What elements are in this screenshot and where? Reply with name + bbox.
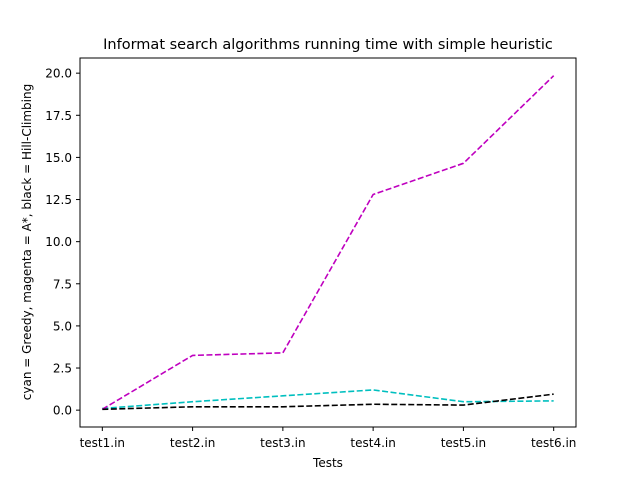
series-line-astar <box>101 75 555 410</box>
y-tick-label: 7.5 <box>53 277 72 291</box>
y-axis-label: cyan = Greedy, magenta = A*, black = Hil… <box>20 84 34 400</box>
x-axis-ticks: test1.in test2.in test3.in test4.in test5.in… <box>80 427 576 450</box>
x-tick-label: test1.in <box>80 436 125 450</box>
x-tick-label: test3.in <box>260 436 305 450</box>
x-tick-label: test4.in <box>350 436 395 450</box>
y-tick-label: 5.0 <box>53 319 72 333</box>
y-tick-label: 12.5 <box>45 193 72 207</box>
y-tick-label: 0.0 <box>53 404 72 418</box>
y-tick-label: 2.5 <box>53 362 72 376</box>
x-tick-label: test5.in <box>441 436 486 450</box>
x-axis-label: Tests <box>312 456 343 470</box>
y-tick-label: 17.5 <box>45 109 72 123</box>
series-line-greedy <box>102 389 554 410</box>
y-tick-label: 10.0 <box>45 235 72 249</box>
series-layer <box>101 75 555 411</box>
series-line-hill_climbing <box>102 393 554 411</box>
x-tick-label: test2.in <box>170 436 215 450</box>
y-tick-label: 20.0 <box>45 67 72 81</box>
x-tick-label: test6.in <box>531 436 576 450</box>
y-tick-label: 15.0 <box>45 151 72 165</box>
plot-frame <box>79 57 577 428</box>
y-axis-ticks: 0.0 2.5 5.0 7.5 10.0 12.5 15.0 17.5 20.0 <box>45 67 80 418</box>
chart-title: Informat search algorithms running time … <box>103 37 553 53</box>
